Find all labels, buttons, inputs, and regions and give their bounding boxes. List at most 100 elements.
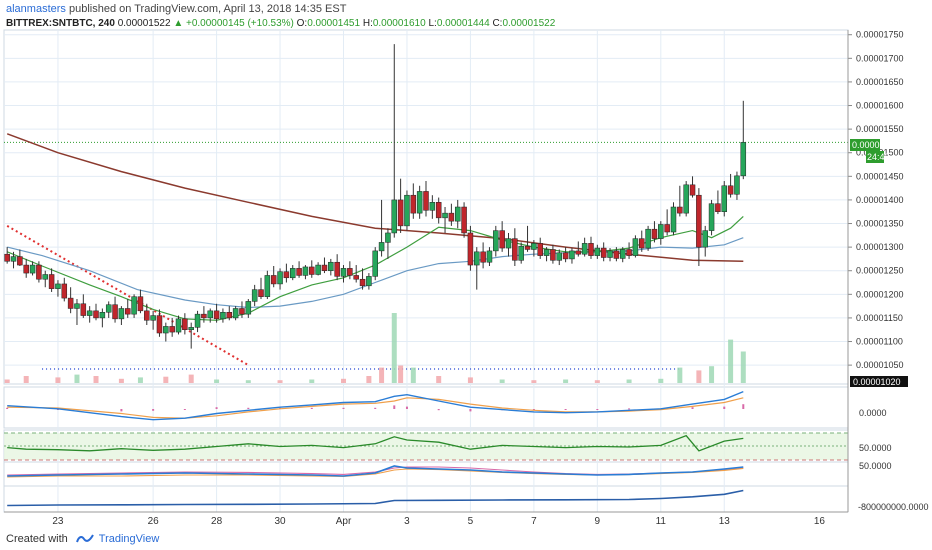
- price-tick-label: 0.00001600: [856, 101, 904, 111]
- candle-up: [734, 175, 740, 195]
- candle-up: [315, 264, 321, 275]
- time-tick-label: 28: [211, 516, 223, 527]
- candle-up: [632, 238, 639, 256]
- volume-bar: [366, 376, 372, 383]
- candle-down: [309, 266, 315, 275]
- macd-histogram-bar: [393, 405, 396, 409]
- candle-down: [410, 194, 417, 214]
- candle-up: [55, 283, 61, 289]
- candle-up: [194, 313, 201, 328]
- volume-bar: [341, 378, 347, 383]
- volume-bar: [594, 380, 600, 383]
- macd-histogram-bar: [596, 409, 599, 410]
- time-tick-label: 5: [468, 516, 474, 527]
- candle-up: [175, 318, 182, 333]
- candle-up: [493, 230, 499, 252]
- time-tick-label: Apr: [336, 516, 352, 527]
- volume-bar: [398, 365, 404, 383]
- candle-down: [651, 228, 658, 239]
- candle-up: [163, 326, 169, 334]
- candle-up: [277, 271, 283, 285]
- chart-area[interactable]: 0.00001050 0.00001100 0.00001150 0.00001200…: [0, 28, 932, 528]
- candle-up: [29, 264, 36, 274]
- candle-up: [404, 194, 410, 227]
- candle-up: [86, 310, 93, 316]
- created-with-label: Created with: [6, 533, 68, 545]
- candle-down: [112, 304, 118, 320]
- candle-down: [93, 310, 99, 319]
- macd-histogram-bar: [120, 409, 123, 412]
- candle-down: [639, 238, 645, 249]
- macd-histogram-bar: [742, 404, 745, 409]
- time-tick-label: 16: [814, 516, 826, 527]
- volume-bar: [55, 377, 61, 383]
- macd-histogram-bar: [564, 409, 567, 410]
- price-tick-label: 0.00001650: [856, 77, 904, 87]
- candle-up: [518, 245, 524, 261]
- time-tick-label: 11: [656, 516, 667, 527]
- candle-up: [385, 232, 391, 243]
- candle-down: [613, 250, 620, 259]
- candle-up: [378, 242, 385, 252]
- published-text: published on TradingView.com, April 13, …: [68, 3, 347, 15]
- macd-histogram-bar: [152, 409, 155, 411]
- candle-up: [42, 274, 48, 280]
- macd-histogram-bar: [342, 407, 345, 409]
- candle-down: [461, 206, 467, 234]
- candle-down: [61, 283, 68, 299]
- price-badge: 0.00001522: [852, 140, 900, 150]
- candle-up: [581, 243, 588, 255]
- candle-up: [670, 206, 677, 233]
- candle-up: [150, 315, 156, 321]
- trendline: [6, 225, 249, 366]
- macd-histogram-bar: [6, 407, 9, 409]
- symbol-label[interactable]: BITTREX:SNTBTC, 240: [6, 18, 115, 29]
- candle-up: [118, 308, 125, 320]
- time-tick-label: 3: [404, 516, 410, 527]
- author-link[interactable]: alanmasters: [6, 3, 66, 15]
- candle-up: [220, 312, 226, 320]
- footer: Created with TradingView: [6, 529, 306, 549]
- candle-up: [328, 261, 334, 271]
- volume-bar: [499, 379, 505, 383]
- candle-up: [702, 230, 708, 248]
- macd-histogram-bar: [723, 406, 726, 409]
- volume-bar: [626, 379, 632, 383]
- macd-histogram-bar: [183, 409, 186, 410]
- ma-short-line: [7, 237, 744, 309]
- candle-up: [289, 268, 296, 279]
- candle-down: [359, 278, 366, 287]
- countdown-badge-bg: [866, 151, 884, 163]
- price-tick-label: 0.00001050: [856, 360, 904, 370]
- candle-up: [188, 327, 194, 330]
- candle-up: [442, 212, 448, 219]
- candle-down: [36, 264, 42, 280]
- candle-down: [575, 250, 582, 255]
- high-label: H:: [362, 18, 373, 29]
- volume-bar: [531, 380, 537, 383]
- candle-up: [74, 303, 80, 309]
- candle-up: [607, 250, 613, 258]
- candle-down: [258, 289, 264, 297]
- volume-bar: [118, 378, 124, 383]
- price-tick-label: 0.00001550: [856, 124, 904, 134]
- candle-up: [131, 296, 137, 315]
- candle-down: [435, 202, 442, 219]
- candle-up: [474, 251, 480, 266]
- price-chart-svg[interactable]: 0.00001050 0.00001100 0.00001150 0.00001200…: [0, 28, 932, 528]
- macd-histogram-bar: [628, 408, 631, 410]
- tradingview-brand[interactable]: TradingView: [98, 533, 160, 545]
- candle-up: [264, 275, 271, 297]
- candle-down: [321, 264, 328, 271]
- countdown-badge: 24:42: [867, 152, 890, 162]
- candle-down: [144, 310, 150, 321]
- candle-up: [594, 247, 601, 256]
- price-badge-bg: [850, 139, 880, 151]
- volume-bar: [93, 376, 99, 383]
- macd-histogram-bar: [405, 406, 408, 409]
- time-tick-label: 26: [148, 516, 160, 527]
- price-tick-label: 0.00001100: [856, 337, 903, 347]
- candle-up: [658, 224, 664, 239]
- close-label: C:: [492, 18, 503, 29]
- price-tick-label: 0.00001200: [856, 289, 904, 299]
